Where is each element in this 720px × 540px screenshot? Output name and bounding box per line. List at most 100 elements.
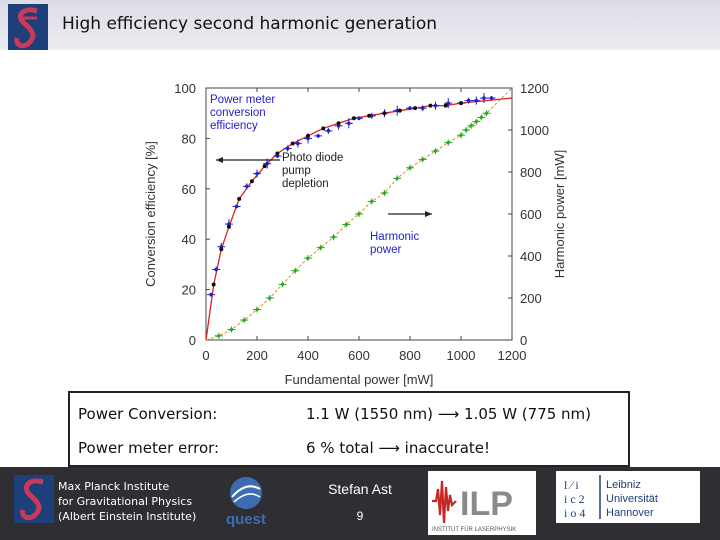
page-title: High efficiency second harmonic generati… [62, 14, 438, 34]
depletion-point [336, 121, 341, 126]
y-right-tick-label: 600 [520, 207, 542, 222]
depletion-point [459, 101, 463, 106]
x-axis-label: Fundamental power [mW] [285, 372, 434, 387]
efficiency-chart: 0 200 400 600 800 1000 12000204060801000200400… [143, 81, 567, 387]
depletion-point [290, 141, 295, 146]
efficiency-point [347, 121, 351, 126]
harmonic-point [421, 157, 425, 161]
arrow-left-head [216, 157, 223, 163]
annotation-depletion: pump [282, 165, 311, 177]
x-tick-label: 200 [246, 348, 268, 363]
y-right-tick-label: 0 [520, 333, 527, 348]
depletion-point [443, 103, 448, 108]
slide-footer: Max Planck Institute for Gravitational P… [0, 467, 720, 540]
ilp-subtitle: INSTITUT FÜR LASERPHYSIK [432, 526, 516, 533]
mpi-footer-logo-icon [14, 475, 54, 523]
efficiency-point [489, 96, 494, 100]
svg-text:i c 2: i c 2 [564, 492, 585, 506]
efficiency-point [357, 116, 361, 121]
x-tick-label: 800 [399, 348, 421, 363]
harmonic-point [293, 269, 297, 273]
depletion-point [428, 103, 433, 108]
power-conversion-value: 1.1 W (1550 nm) ⟶ 1.05 W (775 nm) [306, 405, 592, 423]
y-right-tick-label: 400 [520, 249, 542, 264]
harmonic-point [217, 334, 221, 338]
arrow-right-head [425, 211, 432, 217]
x-tick-label: 1200 [498, 348, 527, 363]
mpi-name: Max Planck Institute for Gravitational P… [58, 479, 196, 524]
harmonic-point [408, 166, 412, 170]
y-right-tick-label: 1200 [520, 81, 549, 96]
leibniz-line-3: Hannover [606, 507, 654, 519]
efficiency-point [245, 184, 249, 189]
depletion-point [382, 111, 387, 116]
annotation-harmonic: power [370, 244, 401, 256]
depletion-point [367, 113, 372, 118]
leibniz-line-1: Leibniz [606, 479, 641, 491]
page-number: 9 [356, 509, 364, 523]
depletion-point [262, 164, 267, 169]
harmonic-point [370, 199, 374, 203]
efficiency-point [265, 161, 269, 166]
efficiency-point [420, 106, 425, 110]
harmonic-point [357, 212, 361, 216]
quest-logo-icon: quest [216, 471, 276, 529]
x-tick-label: 1000 [447, 348, 476, 363]
depletion-point [211, 282, 216, 287]
power-conversion-label: Power Conversion: [78, 405, 218, 423]
ilp-logo-icon: ILP INSTITUT FÜR LASERPHYSIK [428, 471, 536, 535]
harmonic-point [344, 222, 348, 227]
harmonic-point [382, 191, 387, 195]
efficiency-point [209, 292, 213, 297]
efficiency-point [214, 267, 218, 272]
efficiency-point [433, 103, 438, 108]
harmonic-point [319, 246, 323, 250]
x-tick-label: 0 [202, 348, 209, 363]
y-left-tick-label: 20 [182, 283, 196, 298]
info-box: Power Conversion: 1.1 W (1550 nm) ⟶ 1.05… [68, 391, 630, 467]
harmonic-point [280, 282, 285, 286]
efficiency-point [296, 141, 300, 146]
depletion-point [321, 126, 326, 131]
harmonic-point [331, 235, 336, 239]
efficiency-point [255, 171, 259, 176]
leibniz-logo-icon: l ⁄ i i c 2 i o 4 Leibniz Universität Ha… [556, 471, 700, 523]
annotation-depletion: depletion [282, 178, 329, 190]
efficiency-point [474, 98, 479, 103]
efficiency-point [326, 129, 331, 133]
depletion-point [237, 196, 242, 201]
annotation-efficiency: Power meter [210, 94, 275, 106]
corner-page-number: 9 [652, 476, 659, 488]
ilp-label: ILP [460, 485, 513, 523]
efficiency-point [466, 98, 471, 103]
depletion-point [351, 116, 356, 121]
annotation-efficiency: conversion [210, 107, 266, 119]
efficiency-point [285, 146, 290, 151]
depletion-point [397, 108, 402, 113]
harmonic-point [268, 296, 272, 300]
harmonic-point [479, 115, 483, 119]
y-right-tick-label: 200 [520, 291, 542, 306]
harmonic-point [459, 133, 463, 137]
efficiency-point [234, 204, 239, 209]
efficiency-point [446, 101, 451, 105]
quest-label: quest [226, 511, 266, 528]
mpi-line-2: for Gravitational Physics [58, 495, 193, 508]
harmonic-point [242, 318, 246, 322]
slide-header: High efficiency second harmonic generati… [0, 0, 720, 50]
efficiency-point [482, 96, 486, 100]
efficiency-fit-curve [205, 97, 513, 341]
annotation-efficiency: efficiency [210, 120, 258, 132]
depletion-point [306, 133, 310, 138]
y-left-tick-label: 0 [189, 333, 196, 348]
depletion-point [275, 151, 280, 156]
depletion-point [249, 179, 254, 184]
mpi-line-1: Max Planck Institute [58, 480, 170, 493]
x-tick-label: 600 [348, 348, 370, 363]
y-left-tick-label: 40 [182, 232, 196, 247]
harmonic-point [474, 120, 478, 124]
harmonic-point [484, 111, 489, 115]
harmonic-point [395, 176, 399, 180]
y-left-tick-label: 100 [174, 81, 196, 96]
harmonic-point [433, 149, 438, 153]
